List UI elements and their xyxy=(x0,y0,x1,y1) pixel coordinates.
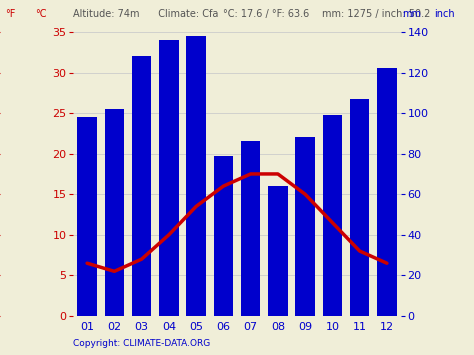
Text: mm: 1275 / inch: 50.2: mm: 1275 / inch: 50.2 xyxy=(322,9,431,19)
Bar xyxy=(323,115,342,316)
Text: Altitude: 74m      Climate: Cfa: Altitude: 74m Climate: Cfa xyxy=(73,9,219,19)
Bar xyxy=(350,99,369,316)
Bar xyxy=(132,56,151,316)
Bar xyxy=(186,36,206,316)
Bar xyxy=(241,142,260,316)
Text: inch: inch xyxy=(434,9,455,19)
Text: Copyright: CLIMATE-DATA.ORG: Copyright: CLIMATE-DATA.ORG xyxy=(73,339,211,348)
Text: mm: mm xyxy=(402,9,421,19)
Bar xyxy=(377,69,397,316)
Bar xyxy=(77,117,97,316)
Bar xyxy=(105,109,124,316)
Bar xyxy=(268,186,288,316)
Text: °C: 17.6 / °F: 63.6: °C: 17.6 / °F: 63.6 xyxy=(223,9,309,19)
Text: °C: °C xyxy=(36,9,47,19)
Text: °F: °F xyxy=(5,9,15,19)
Bar xyxy=(214,156,233,316)
Bar xyxy=(159,40,179,316)
Bar xyxy=(295,137,315,316)
